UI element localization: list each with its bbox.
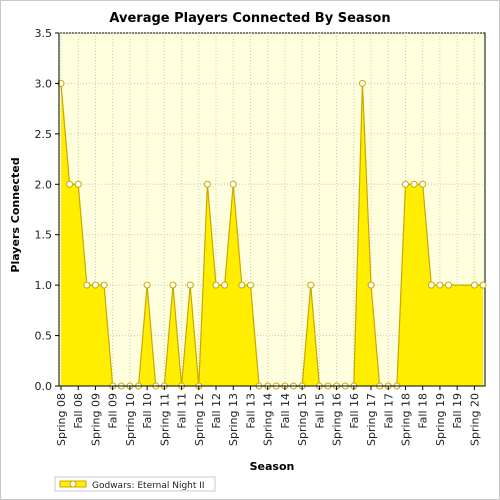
data-point	[358, 79, 366, 87]
x-tick-label: Fall 11	[176, 393, 189, 429]
legend-box	[54, 476, 216, 492]
data-point	[307, 281, 315, 289]
x-tick-label: Spring 11	[158, 393, 171, 446]
data-point	[83, 281, 91, 289]
x-tick-label: Fall 09	[107, 393, 120, 429]
y-axis: 0.0 0.5 1.0 1.5 2.0 2.5 3.0 3.5	[35, 27, 60, 393]
x-tick-label: Spring 10	[124, 393, 137, 446]
data-point	[212, 281, 220, 289]
data-point	[91, 281, 99, 289]
data-point	[470, 281, 478, 289]
x-tick-label: Spring 09	[89, 393, 102, 446]
y-tick-label: 0.0	[35, 380, 53, 393]
x-tick-label: Spring 17	[365, 393, 378, 446]
series-area	[61, 83, 483, 386]
x-tick-label: Fall 15	[313, 393, 326, 429]
x-tick-label: Fall 14	[279, 393, 292, 429]
data-point	[410, 180, 418, 188]
data-point	[221, 281, 229, 289]
data-point	[419, 180, 427, 188]
data-point	[186, 281, 194, 289]
x-axis-title: Season	[250, 460, 295, 473]
x-tick-label: Spring 16	[331, 393, 344, 446]
y-tick-label: 2.0	[35, 178, 53, 191]
data-point	[229, 180, 237, 188]
data-point	[66, 180, 74, 188]
data-point	[100, 281, 108, 289]
data-point	[436, 281, 444, 289]
x-tick-label: Spring 12	[193, 393, 206, 446]
data-point	[143, 281, 151, 289]
data-point	[445, 281, 453, 289]
data-point	[367, 281, 375, 289]
y-tick-label: 2.5	[35, 128, 53, 141]
x-tick-label: Spring 13	[227, 393, 240, 446]
data-point	[246, 281, 254, 289]
x-tick-label: Spring 18	[399, 393, 412, 446]
y-tick-label: 3.0	[35, 77, 53, 90]
data-point	[203, 180, 211, 188]
legend-marker	[69, 480, 77, 488]
x-tick-label: Fall 08	[72, 393, 85, 429]
legend: Godwars: Eternal Night II	[54, 476, 216, 492]
x-tick-label: Spring 19	[434, 393, 447, 446]
y-tick-label: 0.5	[35, 330, 53, 343]
x-tick-label: Spring 14	[262, 393, 275, 446]
x-tick-label: Fall 17	[382, 393, 395, 429]
x-tick-label: Fall 12	[210, 393, 223, 429]
data-point	[169, 281, 177, 289]
data-point	[427, 281, 435, 289]
data-point	[479, 281, 487, 289]
legend-label: Godwars: Eternal Night II	[92, 481, 205, 491]
y-tick-label: 1.5	[35, 229, 53, 242]
y-tick-label: 3.5	[35, 27, 53, 40]
x-tick-label: Fall 18	[417, 393, 430, 429]
y-tick-label: 1.0	[35, 279, 53, 292]
data-point	[74, 180, 82, 188]
x-tick-label: Spring 20	[468, 393, 481, 446]
chart-title: Average Players Connected By Season	[109, 11, 390, 26]
data-point	[238, 281, 246, 289]
x-tick-label: Fall 13	[244, 393, 257, 429]
x-tick-label: Fall 10	[141, 393, 154, 429]
data-point	[401, 180, 409, 188]
x-tick-label: Spring 08	[55, 393, 68, 446]
y-axis-title: Players Connected	[9, 157, 22, 272]
x-axis: Spring 08 Fall 08 Spring 09 Fall 09 Spring 1…	[55, 385, 485, 446]
x-tick-label: Fall 19	[451, 393, 464, 429]
x-tick-label: Fall 16	[348, 393, 361, 429]
x-tick-label: Spring 15	[296, 393, 309, 446]
